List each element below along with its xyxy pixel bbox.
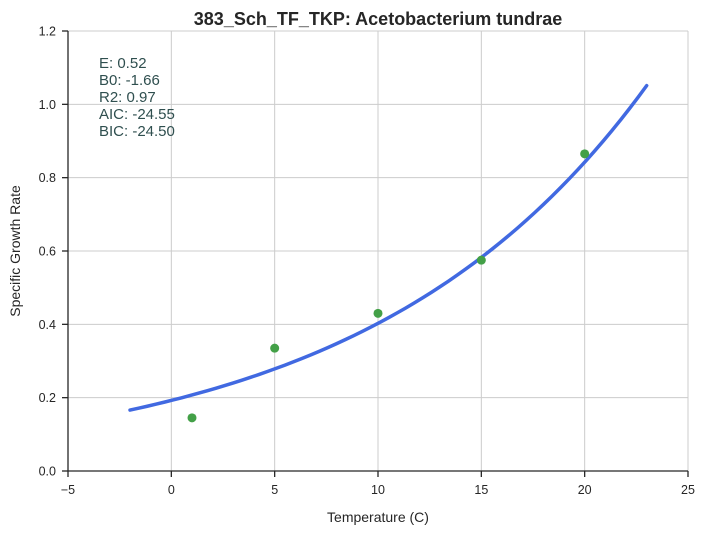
x-axis-label: Temperature (C): [327, 509, 429, 525]
y-tick-label: 0.4: [39, 318, 56, 332]
x-tick-label: 25: [681, 483, 695, 497]
x-tick-label: 5: [271, 483, 278, 497]
data-point: [187, 413, 197, 423]
x-tick-label: 0: [168, 483, 175, 497]
data-point: [580, 149, 590, 159]
stat-bic: BIC: -24.50: [99, 123, 175, 140]
fit-curve: [128, 83, 649, 412]
y-tick-label: 0.8: [39, 171, 56, 185]
y-axis-label: Specific Growth Rate: [7, 185, 23, 317]
y-tick-label: 0.0: [39, 465, 56, 479]
y-tick-label: 1.0: [39, 98, 56, 112]
fit-statistics: E: 0.52 B0: -1.66 R2: 0.97 AIC: -24.55 B…: [99, 55, 175, 140]
grid: [68, 30, 689, 471]
y-tick-label: 0.2: [39, 391, 56, 405]
data-points: [187, 149, 590, 423]
x-axis-ticks: −5 0 5 10 15 20 25: [61, 471, 695, 497]
x-tick-label: 15: [474, 483, 488, 497]
stat-b0: B0: -1.66: [99, 72, 160, 89]
x-tick-label: 10: [371, 483, 385, 497]
fit-curve-layer: [128, 83, 649, 412]
y-axis-ticks: 0.0 0.2 0.4 0.6 0.8 1.0 1.2: [39, 25, 68, 479]
stat-aic: AIC: -24.55: [99, 106, 175, 123]
chart-title: 383_Sch_TF_TKP: Acetobacterium tundrae: [194, 9, 562, 29]
stat-r2: R2: 0.97: [99, 89, 156, 106]
data-point: [476, 255, 486, 265]
x-tick-label: −5: [61, 483, 75, 497]
data-point: [373, 308, 383, 318]
data-point: [270, 343, 280, 353]
y-tick-label: 1.2: [39, 25, 56, 39]
x-tick-label: 20: [578, 483, 592, 497]
stat-e: E: 0.52: [99, 55, 147, 72]
y-tick-label: 0.6: [39, 245, 56, 259]
